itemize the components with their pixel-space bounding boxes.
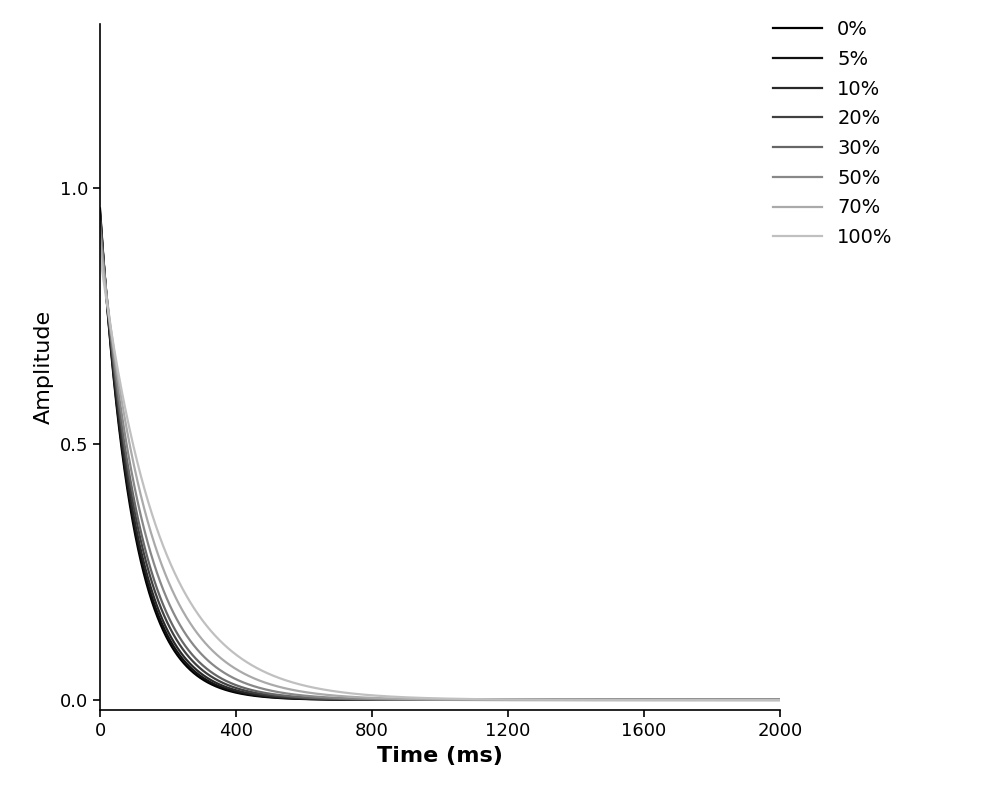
- 0%: [598, 695, 610, 705]
- 10%: [128, 513, 140, 523]
- 5%: [340, 695, 352, 705]
- Y-axis label: Amplitude: Amplitude: [34, 310, 54, 424]
- 20%: [128, 504, 140, 514]
- 5%: [634, 695, 646, 705]
- 30%: [94, 216, 106, 226]
- 70%: [774, 695, 786, 705]
- 100%: [634, 695, 646, 705]
- 100%: [340, 688, 352, 698]
- 30%: [340, 694, 352, 704]
- Line: 20%: 20%: [100, 216, 780, 700]
- 0%: [634, 695, 646, 705]
- 10%: [496, 695, 508, 705]
- Line: 100%: 100%: [100, 254, 780, 700]
- 20%: [774, 695, 786, 705]
- 50%: [526, 695, 538, 705]
- 5%: [598, 695, 610, 705]
- 30%: [774, 695, 786, 705]
- Line: 30%: 30%: [100, 221, 780, 700]
- Line: 70%: 70%: [100, 239, 780, 700]
- 100%: [598, 695, 610, 705]
- 0%: [128, 525, 140, 534]
- 20%: [94, 211, 106, 221]
- 10%: [634, 695, 646, 705]
- 10%: [598, 695, 610, 705]
- 20%: [634, 695, 646, 705]
- 10%: [340, 695, 352, 705]
- 50%: [496, 695, 508, 705]
- 100%: [496, 695, 508, 705]
- 100%: [526, 695, 538, 705]
- 50%: [598, 695, 610, 705]
- 50%: [94, 224, 106, 234]
- Legend: 0%, 5%, 10%, 20%, 30%, 50%, 70%, 100%: 0%, 5%, 10%, 20%, 30%, 50%, 70%, 100%: [773, 20, 893, 247]
- Line: 50%: 50%: [100, 229, 780, 700]
- 30%: [496, 695, 508, 705]
- Line: 0%: 0%: [100, 208, 780, 700]
- 70%: [634, 695, 646, 705]
- 50%: [340, 693, 352, 703]
- 5%: [774, 695, 786, 705]
- 0%: [774, 695, 786, 705]
- 5%: [496, 695, 508, 705]
- 100%: [774, 695, 786, 705]
- 70%: [340, 692, 352, 701]
- 0%: [340, 695, 352, 705]
- Line: 10%: 10%: [100, 214, 780, 700]
- 5%: [526, 695, 538, 705]
- 0%: [496, 695, 508, 705]
- 10%: [94, 209, 106, 219]
- X-axis label: Time (ms): Time (ms): [377, 746, 503, 766]
- 100%: [94, 249, 106, 259]
- 20%: [598, 695, 610, 705]
- 50%: [634, 695, 646, 705]
- 70%: [526, 695, 538, 705]
- 0%: [94, 203, 106, 213]
- 30%: [634, 695, 646, 705]
- 5%: [128, 520, 140, 529]
- 30%: [598, 695, 610, 705]
- 50%: [128, 480, 140, 490]
- Line: 5%: 5%: [100, 211, 780, 700]
- 20%: [340, 695, 352, 705]
- 50%: [774, 695, 786, 705]
- 70%: [598, 695, 610, 705]
- 70%: [496, 695, 508, 705]
- 70%: [94, 234, 106, 244]
- 20%: [526, 695, 538, 705]
- 0%: [526, 695, 538, 705]
- 30%: [526, 695, 538, 705]
- 100%: [128, 445, 140, 454]
- 30%: [128, 495, 140, 505]
- 70%: [128, 462, 140, 471]
- 20%: [496, 695, 508, 705]
- 5%: [94, 207, 106, 216]
- 10%: [526, 695, 538, 705]
- 10%: [774, 695, 786, 705]
